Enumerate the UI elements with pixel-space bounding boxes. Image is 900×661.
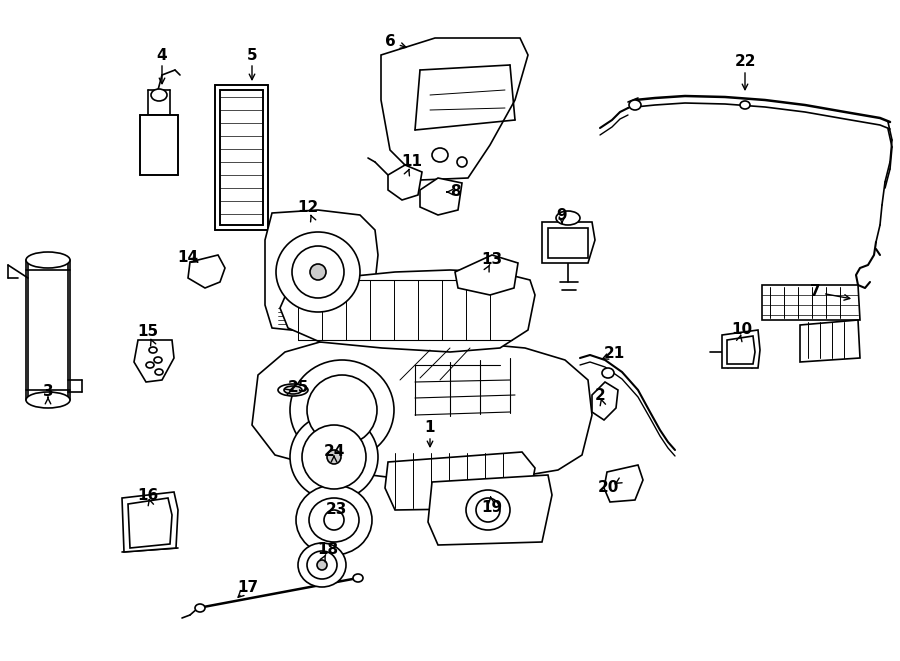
Text: 6: 6 (384, 34, 395, 50)
Polygon shape (388, 165, 422, 200)
Text: 21: 21 (603, 346, 625, 362)
Ellipse shape (290, 360, 394, 460)
Polygon shape (385, 452, 535, 510)
Ellipse shape (353, 574, 363, 582)
Polygon shape (215, 85, 268, 230)
Ellipse shape (26, 252, 70, 268)
Ellipse shape (195, 604, 205, 612)
Ellipse shape (310, 264, 326, 280)
Polygon shape (28, 260, 68, 400)
Ellipse shape (290, 414, 378, 500)
Ellipse shape (307, 551, 337, 579)
Ellipse shape (278, 384, 308, 396)
Polygon shape (381, 38, 528, 180)
Polygon shape (188, 255, 225, 288)
Ellipse shape (324, 510, 344, 530)
Text: 16: 16 (138, 488, 158, 502)
Ellipse shape (556, 211, 580, 225)
Ellipse shape (155, 369, 163, 375)
Polygon shape (604, 465, 643, 502)
Text: 13: 13 (482, 253, 502, 268)
Polygon shape (800, 320, 860, 362)
Ellipse shape (327, 450, 341, 464)
Text: 12: 12 (297, 200, 319, 215)
Polygon shape (592, 382, 618, 420)
Ellipse shape (154, 357, 162, 363)
Text: 14: 14 (177, 251, 199, 266)
Text: 8: 8 (450, 184, 460, 200)
Ellipse shape (317, 560, 327, 570)
Text: 19: 19 (482, 500, 502, 516)
Ellipse shape (149, 347, 157, 353)
Text: 25: 25 (287, 381, 309, 395)
Ellipse shape (629, 100, 641, 110)
Ellipse shape (151, 89, 167, 101)
Polygon shape (252, 342, 592, 480)
Text: 7: 7 (810, 284, 820, 299)
Polygon shape (122, 492, 178, 552)
Polygon shape (428, 475, 552, 545)
Text: 15: 15 (138, 325, 158, 340)
Polygon shape (220, 90, 263, 225)
Text: 23: 23 (325, 502, 346, 518)
Text: 18: 18 (318, 543, 338, 557)
Text: 3: 3 (42, 385, 53, 399)
Text: 5: 5 (247, 48, 257, 63)
Polygon shape (134, 340, 174, 382)
Text: 4: 4 (157, 48, 167, 63)
Polygon shape (455, 255, 518, 295)
Text: 17: 17 (238, 580, 258, 596)
Ellipse shape (298, 543, 346, 587)
Ellipse shape (309, 498, 359, 542)
Polygon shape (265, 210, 378, 332)
Ellipse shape (296, 485, 372, 555)
Polygon shape (722, 330, 760, 368)
Ellipse shape (602, 368, 614, 378)
Text: 1: 1 (425, 420, 436, 436)
Ellipse shape (284, 386, 302, 394)
Text: 10: 10 (732, 323, 752, 338)
Ellipse shape (432, 148, 448, 162)
Ellipse shape (457, 157, 467, 167)
Text: 22: 22 (734, 54, 756, 69)
Ellipse shape (302, 425, 366, 489)
Ellipse shape (26, 392, 70, 408)
Polygon shape (280, 270, 535, 352)
Ellipse shape (307, 375, 377, 445)
Polygon shape (548, 228, 588, 258)
Ellipse shape (276, 232, 360, 312)
Text: 2: 2 (595, 387, 606, 403)
Text: 11: 11 (401, 155, 422, 169)
Ellipse shape (740, 101, 750, 109)
Polygon shape (727, 336, 755, 364)
Text: 9: 9 (557, 208, 567, 223)
Polygon shape (128, 498, 172, 548)
Polygon shape (762, 285, 860, 320)
Ellipse shape (466, 490, 510, 530)
Text: 24: 24 (323, 444, 345, 459)
Polygon shape (542, 222, 595, 263)
Ellipse shape (476, 498, 500, 522)
Polygon shape (420, 178, 462, 215)
Polygon shape (140, 115, 178, 175)
Ellipse shape (146, 362, 154, 368)
Ellipse shape (292, 246, 344, 298)
Text: 20: 20 (598, 481, 618, 496)
